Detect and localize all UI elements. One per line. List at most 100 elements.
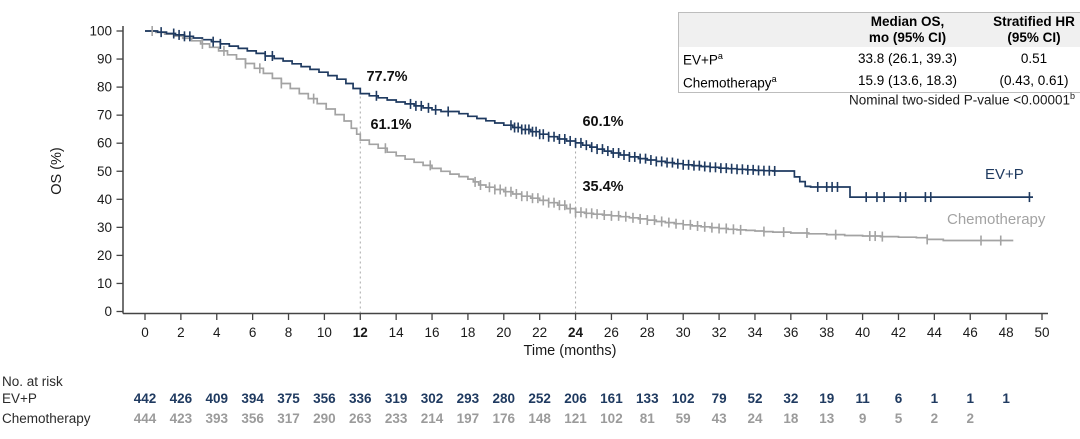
risk-count: 356 (313, 391, 336, 406)
km-chart: 0 2 4 6 8 10 12 14 16 18 20 22 24 26 28 30 32 34 36 38 40 42 4… (89, 24, 1049, 341)
stats-row-chemo-median: 15.9 (13.6, 18.3) (833, 69, 982, 93)
x-tick-label: 28 (640, 325, 655, 340)
risk-count: 426 (169, 391, 193, 406)
risk-count: 263 (349, 411, 372, 426)
risk-count: 79 (711, 391, 727, 406)
stats-row-chemo: Chemotherapya 15.9 (13.6, 18.3) (0.43, 0… (678, 69, 1080, 93)
pvalue-text: Nominal two-sided P-value <0.00001 (848, 92, 1070, 108)
risk-count: 24 (747, 411, 763, 426)
risk-count: 233 (384, 411, 408, 426)
y-tick-label: 10 (97, 276, 112, 291)
risk-count: 356 (241, 411, 264, 426)
risk-count: 43 (711, 411, 727, 426)
risk-count: 102 (671, 391, 695, 406)
risk-count: 59 (675, 411, 691, 426)
chemotherapy-curve (145, 30, 1014, 242)
x-tick-label: 0 (141, 325, 149, 340)
y-tick-label: 0 (104, 304, 112, 319)
risk-count: 375 (277, 391, 300, 406)
stats-row-evp-hr: 0.51 (982, 47, 1080, 70)
y-tick-label: 40 (97, 192, 112, 207)
x-tick-label: 36 (783, 325, 798, 340)
stats-row-chemo-label: Chemotherapya (678, 69, 833, 93)
x-tick-label: 10 (317, 325, 332, 340)
y-tick-label: 100 (89, 24, 112, 39)
risk-count: 290 (313, 411, 336, 426)
x-tick-label: 16 (425, 325, 440, 340)
landmark-24mo-evp: 60.1% (582, 114, 624, 130)
risk-count: 336 (349, 391, 372, 406)
risk-count: 444 (133, 411, 157, 426)
y-tick-label: 30 (97, 220, 112, 235)
x-axis-title: Time (months) (523, 343, 617, 359)
stats-header-median-os-line1: Median OS, (870, 14, 945, 29)
x-tick-label: 18 (460, 325, 475, 340)
pvalue-footnote: b (1069, 91, 1075, 101)
risk-count: 161 (600, 391, 623, 406)
risk-count: 19 (819, 391, 835, 406)
risk-count: 32 (783, 391, 799, 406)
stats-row-chemo-footnote: a (771, 73, 777, 84)
risk-count: 393 (205, 411, 229, 426)
x-tick-label: 42 (891, 325, 906, 340)
risk-count: 1 (966, 391, 974, 406)
y-tick-label: 90 (97, 52, 112, 67)
risk-count: 280 (492, 391, 516, 406)
stats-row-evp-median: 33.8 (26.1, 39.3) (833, 47, 982, 70)
stats-row-evp-label: EV+Pa (678, 47, 833, 70)
x-tick-label: 50 (1034, 325, 1049, 340)
x-tick-label: 32 (712, 325, 727, 340)
risk-count: 133 (636, 391, 659, 406)
stats-row-evp-footnote: a (717, 51, 723, 61)
risk-table-title: No. at risk (2, 374, 63, 389)
risk-count: 9 (858, 411, 867, 426)
stats-table: Median OS, mo (95% CI) Stratified HR (95… (678, 12, 1080, 93)
x-tick-label: 12 (353, 325, 368, 340)
risk-count: 293 (456, 391, 480, 406)
pvalue-note: Nominal two-sided P-value <0.00001b (575, 91, 1075, 108)
risk-count: 11 (855, 391, 870, 406)
x-tick-label: 40 (855, 325, 870, 340)
risk-count: 6 (894, 391, 903, 406)
risk-count: 81 (639, 411, 655, 426)
risk-count: 394 (241, 391, 264, 406)
landmark-12mo-chemo: 61.1% (370, 117, 412, 133)
stats-table-header-row: Median OS, mo (95% CI) Stratified HR (95… (678, 12, 1080, 47)
landmark-12mo-evp: 77.7% (366, 69, 408, 85)
risk-count: 148 (528, 411, 551, 426)
x-tick-label: 20 (496, 325, 511, 340)
x-tick-label: 24 (568, 325, 584, 340)
risk-count: 18 (783, 411, 799, 426)
axis-ticks-group: 0 2 4 6 8 10 12 14 16 18 20 22 24 26 28 30 32 34 36 38 40 42 4… (89, 24, 1049, 341)
risk-count: 302 (420, 391, 444, 406)
stats-header-median-os: Median OS, mo (95% CI) (833, 12, 982, 47)
y-tick-label: 80 (97, 80, 112, 95)
chemotherapy-curve-label: Chemotherapy (947, 211, 1046, 228)
stats-header-hr: Stratified HR (95% CI) (982, 12, 1080, 47)
x-tick-label: 4 (213, 325, 221, 340)
risk-count: 197 (456, 411, 480, 426)
y-axis-title: OS (%) (49, 147, 65, 195)
risk-count: 423 (169, 411, 193, 426)
censor-marks-group (151, 26, 1031, 246)
y-tick-label: 60 (97, 136, 112, 151)
x-tick-label: 30 (676, 325, 691, 340)
risk-count: 2 (930, 411, 939, 426)
risk-count: 214 (420, 411, 444, 426)
risk-count: 206 (564, 391, 587, 406)
risk-row-label-evp: EV+P (2, 391, 37, 406)
x-tick-label: 22 (532, 325, 547, 340)
x-tick-label: 44 (927, 325, 943, 340)
risk-count: 121 (564, 411, 587, 426)
stats-header-empty (678, 12, 833, 47)
risk-row-label-chemotherapy: Chemotherapy (2, 411, 91, 426)
risk-count: 252 (528, 391, 551, 406)
risk-count: 102 (600, 411, 623, 426)
y-tick-label: 50 (97, 164, 112, 179)
risk-count: 319 (384, 391, 408, 406)
y-tick-label: 20 (97, 248, 112, 263)
y-tick-label: 70 (97, 108, 112, 123)
landmark-24mo-chemo: 35.4% (582, 179, 624, 195)
risk-count: 176 (492, 411, 516, 426)
x-tick-label: 26 (604, 325, 619, 340)
